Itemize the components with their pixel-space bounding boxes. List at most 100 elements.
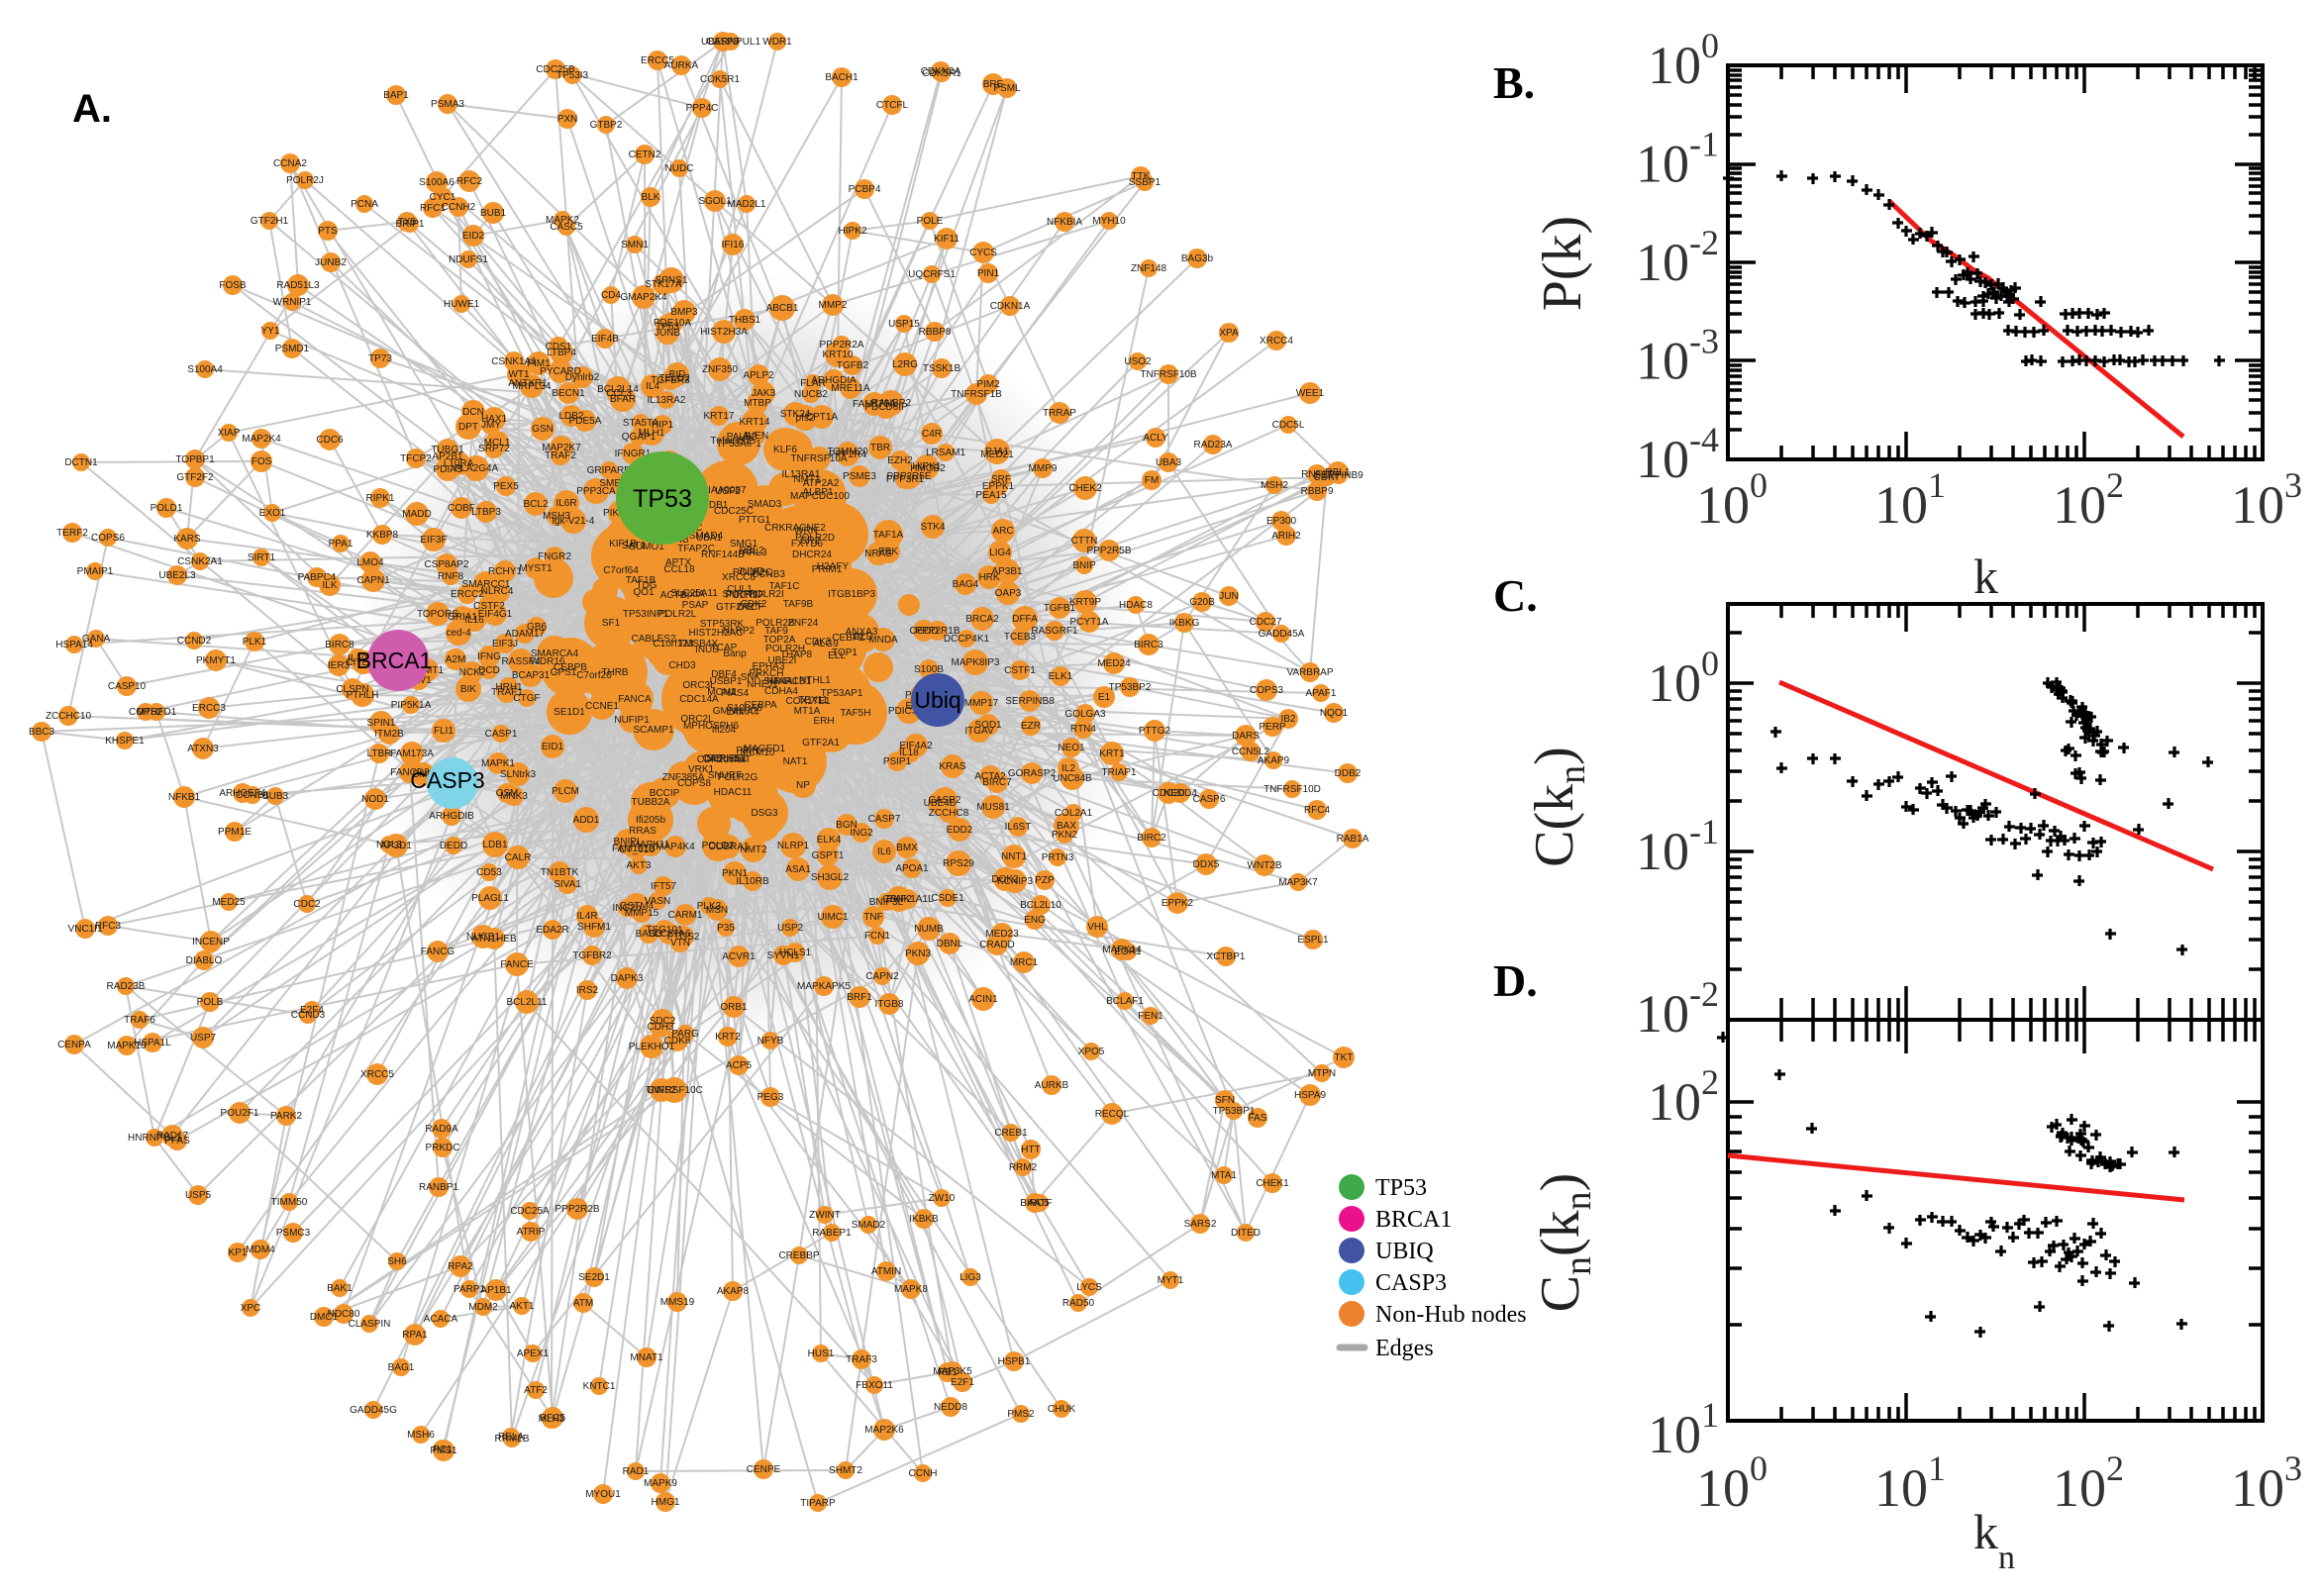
svg-text:AATF: AATF <box>1028 1198 1053 1209</box>
svg-text:JUNB: JUNB <box>655 328 680 339</box>
svg-text:BRE: BRE <box>983 79 1004 90</box>
svg-text:PIN1: PIN1 <box>977 268 1000 279</box>
svg-text:SMG1: SMG1 <box>730 539 758 549</box>
svg-text:ERCC3: ERCC3 <box>192 703 226 714</box>
svg-text:XIAP: XIAP <box>218 428 241 439</box>
svg-text:NUFIP1: NUFIP1 <box>614 715 650 726</box>
svg-text:HCLS1: HCLS1 <box>779 948 812 958</box>
svg-text:UQCRFS1: UQCRFS1 <box>908 269 956 280</box>
svg-text:MTPN: MTPN <box>1308 1068 1336 1079</box>
svg-text:RRAS: RRAS <box>629 826 656 837</box>
svg-text:EP300: EP300 <box>1266 516 1296 527</box>
svg-text:AURKB: AURKB <box>1035 1080 1069 1091</box>
svg-text:ARHGDIB: ARHGDIB <box>429 811 474 822</box>
svg-text:PKN3: PKN3 <box>905 948 932 959</box>
svg-text:UBIQ: UBIQ <box>1375 1239 1434 1264</box>
svg-text:ELK1: ELK1 <box>1049 671 1073 682</box>
svg-text:A2M: A2M <box>446 654 466 665</box>
svg-text:WEE1: WEE1 <box>1296 388 1325 399</box>
svg-text:MAD2L1: MAD2L1 <box>728 199 766 210</box>
svg-text:TELO2: TELO2 <box>658 373 690 384</box>
svg-text:COPS3: COPS3 <box>1250 685 1283 696</box>
svg-text:PCNA: PCNA <box>351 199 378 210</box>
svg-text:EIF4A2: EIF4A2 <box>899 741 933 751</box>
svg-text:COPS2: COPS2 <box>129 707 162 718</box>
svg-text:EIF4B: EIF4B <box>591 334 619 345</box>
svg-text:BAP1: BAP1 <box>383 90 409 101</box>
svg-text:PMS1: PMS1 <box>430 1446 457 1456</box>
svg-text:KRT1: KRT1 <box>1099 748 1125 759</box>
svg-text:P35: P35 <box>717 923 735 934</box>
svg-text:BCL2L11: BCL2L11 <box>507 997 548 1008</box>
svg-text:PCBP4: PCBP4 <box>849 184 881 195</box>
svg-text:PKN2: PKN2 <box>1052 830 1078 841</box>
svg-text:ARC: ARC <box>992 526 1013 537</box>
svg-text:LAMA4: LAMA4 <box>727 707 759 718</box>
svg-text:CHEK1: CHEK1 <box>1256 1178 1289 1189</box>
svg-text:DBNL: DBNL <box>937 939 963 949</box>
svg-text:SHFM1: SHFM1 <box>577 922 611 933</box>
svg-text:BCL2: BCL2 <box>523 499 548 510</box>
svg-text:MAPK10: MAPK10 <box>107 1041 147 1051</box>
svg-text:CDC25C: CDC25C <box>714 506 754 517</box>
svg-text:EPHA3: EPHA3 <box>753 661 785 672</box>
svg-text:MED25: MED25 <box>212 897 246 908</box>
svg-text:CREB1: CREB1 <box>994 1128 1028 1139</box>
svg-text:THRB: THRB <box>601 667 629 678</box>
svg-text:CSTF2: CSTF2 <box>473 601 505 612</box>
svg-text:IFNGR1: IFNGR1 <box>615 449 652 459</box>
svg-text:PIAS4: PIAS4 <box>721 688 750 699</box>
svg-text:RFC3: RFC3 <box>95 921 122 932</box>
svg-text:ZNF24: ZNF24 <box>788 618 819 629</box>
svg-text:RRM2B: RRM2B <box>494 1434 529 1445</box>
svg-text:CCL18: CCL18 <box>663 564 695 575</box>
svg-text:CSNK1A1: CSNK1A1 <box>491 356 537 367</box>
svg-text:PYCARD: PYCARD <box>540 366 581 377</box>
svg-text:QO1: QO1 <box>633 587 655 598</box>
svg-text:PKMYT1: PKMYT1 <box>196 655 236 666</box>
svg-text:ESPL1: ESPL1 <box>1297 935 1329 946</box>
svg-text:VHL: VHL <box>1087 922 1107 933</box>
svg-text:FANCA: FANCA <box>618 694 652 705</box>
svg-text:SPIN1: SPIN1 <box>367 718 396 729</box>
svg-text:CDC25A: CDC25A <box>510 1206 550 1217</box>
svg-text:RANBP1: RANBP1 <box>419 1182 458 1193</box>
svg-text:RFC5: RFC5 <box>540 1413 566 1424</box>
svg-text:MMP9: MMP9 <box>1029 463 1058 474</box>
svg-text:MNAT1: MNAT1 <box>630 1352 663 1363</box>
svg-text:GTF2F2: GTF2F2 <box>176 472 214 483</box>
svg-text:CDC2: CDC2 <box>293 899 321 910</box>
svg-text:NEDD8: NEDD8 <box>934 1402 967 1413</box>
svg-text:RASGRF1: RASGRF1 <box>1031 626 1078 637</box>
svg-text:E2F1: E2F1 <box>951 1377 974 1388</box>
svg-text:BRF1: BRF1 <box>847 992 872 1003</box>
svg-text:CYCS: CYCS <box>969 248 997 258</box>
svg-text:RAD23B: RAD23B <box>107 981 146 992</box>
svg-text:NHEJ1: NHEJ1 <box>747 679 778 690</box>
svg-text:NFYB: NFYB <box>758 1036 784 1047</box>
svg-text:BNIP: BNIP <box>1072 560 1096 571</box>
svg-text:SGOL1: SGOL1 <box>698 196 732 207</box>
svg-text:CDHA4: CDHA4 <box>764 686 798 697</box>
svg-text:CASC5: CASC5 <box>550 222 583 233</box>
svg-text:TRAF2: TRAF2 <box>545 450 576 461</box>
svg-text:FAM173A: FAM173A <box>390 748 434 759</box>
svg-text:USP5: USP5 <box>185 1190 212 1201</box>
svg-text:TGFB2: TGFB2 <box>837 360 869 371</box>
svg-text:GADD45A: GADD45A <box>1259 629 1305 640</box>
svg-text:EPPK2: EPPK2 <box>1162 898 1194 909</box>
svg-text:SRF: SRF <box>991 474 1011 485</box>
svg-text:APTX: APTX <box>665 557 691 568</box>
svg-text:NUCB2: NUCB2 <box>794 389 828 400</box>
svg-text:MT1A: MT1A <box>794 706 821 717</box>
svg-text:EGR1: EGR1 <box>1114 947 1142 957</box>
svg-text:C1orf123: C1orf123 <box>653 639 694 649</box>
svg-text:IL2: IL2 <box>1061 763 1075 774</box>
svg-text:P(k): P(k) <box>1532 216 1593 311</box>
svg-text:CDKN1A: CDKN1A <box>990 301 1031 312</box>
svg-text:TBR: TBR <box>870 443 890 453</box>
svg-text:CASP3: CASP3 <box>1375 1270 1447 1296</box>
svg-text:STK17A: STK17A <box>645 279 682 290</box>
svg-text:RABEP1: RABEP1 <box>812 1228 852 1239</box>
svg-text:TCEB3: TCEB3 <box>1004 632 1037 643</box>
